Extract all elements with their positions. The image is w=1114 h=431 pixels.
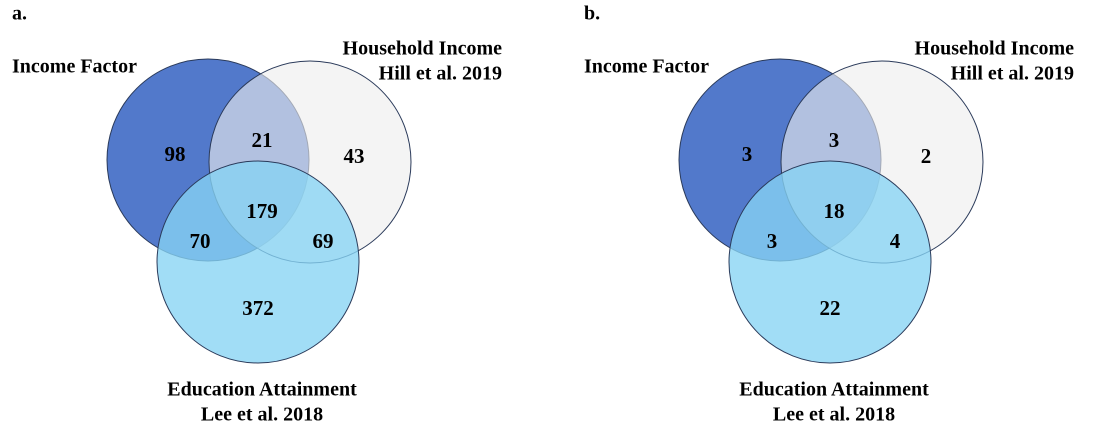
region-count: 70 (190, 229, 211, 253)
region-count: 3 (767, 229, 778, 253)
region-count: 4 (890, 229, 901, 253)
set-label: Hill et al. 2019 (379, 63, 502, 85)
region-count: 3 (742, 142, 753, 166)
region-count: 21 (252, 128, 273, 152)
region-count: 69 (313, 229, 334, 253)
panel-label: a. (12, 3, 27, 25)
set-label: Education Attainment (739, 379, 929, 401)
education-circle (728, 160, 932, 364)
set-label: Income Factor (12, 56, 137, 78)
set-label: Lee et al. 2018 (773, 404, 895, 426)
region-count: 2 (921, 144, 932, 168)
region-count: 3 (829, 128, 840, 152)
panel-label: b. (584, 3, 600, 25)
education-circle (156, 160, 360, 364)
set-label: Income Factor (584, 56, 709, 78)
region-count: 179 (246, 199, 278, 223)
set-label: Hill et al. 2019 (951, 63, 1074, 85)
set-label: Household Income (915, 38, 1075, 60)
region-count: 22 (820, 296, 841, 320)
region-count: 372 (242, 296, 274, 320)
region-count: 43 (344, 144, 365, 168)
region-count: 18 (824, 199, 845, 223)
set-label: Household Income (343, 38, 503, 60)
region-count: 98 (165, 142, 186, 166)
set-label: Education Attainment (167, 379, 357, 401)
set-label: Lee et al. 2018 (201, 404, 323, 426)
